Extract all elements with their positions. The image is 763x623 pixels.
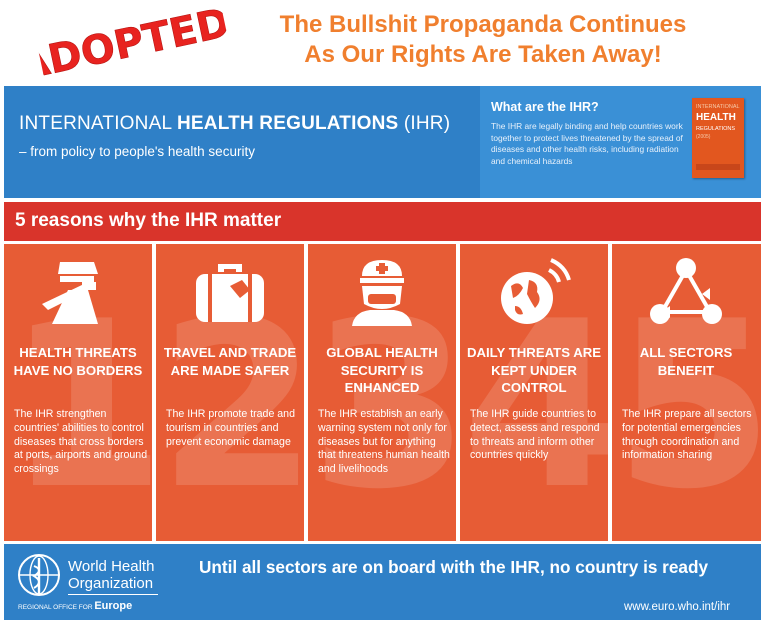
reason-title: GLOBAL HEALTH SECURITY IS ENHANCED xyxy=(326,345,438,395)
health-worker-icon xyxy=(308,254,456,328)
who-name: World Health Organization xyxy=(68,558,154,592)
reason-text: The IHR guide countries to detect, asses… xyxy=(470,408,600,462)
reason-text: The IHR establish an early warning syste… xyxy=(318,408,450,476)
reason-title: ALL SECTORS BENEFIT xyxy=(639,345,733,378)
who-name-line-1: World Health xyxy=(68,558,155,575)
book-line-2: HEALTH xyxy=(696,112,736,123)
reason-text: The IHR prepare all sectors for potentia… xyxy=(622,408,752,462)
reason-title: TRAVEL AND TRADE ARE MADE SAFER xyxy=(163,345,297,378)
adopted-stamp: ADOPTED! xyxy=(14,0,253,93)
reason-number: 1 xyxy=(6,273,152,540)
region-prefix: REGIONAL OFFICE FOR xyxy=(18,604,95,611)
footer-url[interactable]: www.euro.who.int/ihr xyxy=(624,601,731,613)
headline: The Bullshit Propaganda Continues As Our… xyxy=(228,10,738,70)
what-title: What are the IHR? xyxy=(491,100,599,114)
who-region: REGIONAL OFFICE FOR Europe xyxy=(18,600,132,612)
ihr-title-block: INTERNATIONAL HEALTH REGULATIONS (IHR) –… xyxy=(4,86,479,198)
reason-panel-4: 4 DAILY THREATS ARE KEPT UNDER CONTROL T… xyxy=(460,244,608,541)
ihr-book-cover: INTERNATIONAL HEALTH REGULATIONS (2005) xyxy=(692,98,744,178)
headline-line-1: The Bullshit Propaganda Continues xyxy=(279,11,687,38)
reason-number: 5 xyxy=(614,273,761,540)
reasons-title: 5 reasons why the IHR matter xyxy=(15,210,282,231)
book-stripe xyxy=(696,164,740,170)
reason-number: 3 xyxy=(310,273,456,540)
reasons-bar: 5 reasons why the IHR matter xyxy=(4,202,761,241)
reason-panel-5: 5 ALL SECTORS BENEFIT The IHR prepare al… xyxy=(612,244,761,541)
reason-title: HEALTH THREATS HAVE NO BORDERS xyxy=(13,345,143,378)
book-line-1: INTERNATIONAL xyxy=(696,104,740,110)
book-line-4: (2005) xyxy=(696,134,711,140)
footer: World Health Organization REGIONAL OFFIC… xyxy=(4,544,761,620)
reason-number: 4 xyxy=(462,273,608,540)
ihr-title-bold: HEALTH REGULATIONS xyxy=(176,113,399,134)
book-line-3: REGULATIONS xyxy=(696,126,736,132)
reason-number: 2 xyxy=(158,273,304,540)
what-are-ihr-box: What are the IHR? The IHR are legally bi… xyxy=(480,86,761,198)
headline-line-2: As Our Rights Are Taken Away! xyxy=(304,41,662,68)
ihr-subtitle: – from policy to people's health securit… xyxy=(19,144,255,159)
ihr-title-suffix: (IHR) xyxy=(398,113,451,134)
who-divider xyxy=(68,594,158,595)
who-emblem-icon xyxy=(16,552,62,598)
reason-panel-1: 1 HEALTH THREATS HAVE NO BORDERS The IHR… xyxy=(4,244,152,541)
region-name: Europe xyxy=(94,600,133,612)
stamp-text: ADOPTED! xyxy=(33,0,231,90)
reason-panel-3: 3 GLOBAL HEALTH SECURITY IS ENHANCED The… xyxy=(308,244,456,541)
network-triangle-icon xyxy=(612,254,760,328)
ihr-header: INTERNATIONAL HEALTH REGULATIONS (IHR) –… xyxy=(4,86,761,198)
who-name-line-2: Organization xyxy=(68,575,154,592)
reason-text: The IHR strengthen countries' abilities … xyxy=(14,408,148,476)
reason-panel-2: 2 TRAVEL AND TRADE ARE MADE SAFER The IH… xyxy=(156,244,304,541)
reason-text: The IHR promote trade and tourism in cou… xyxy=(166,408,295,448)
ihr-title: INTERNATIONAL HEALTH REGULATIONS (IHR) xyxy=(19,113,450,135)
reason-title: DAILY THREATS ARE KEPT UNDER CONTROL xyxy=(466,345,602,395)
suitcase-icon xyxy=(156,254,304,328)
ihr-title-plain: INTERNATIONAL xyxy=(19,113,177,134)
globe-signal-icon xyxy=(460,254,608,328)
what-text: The IHR are legally binding and help cou… xyxy=(491,121,683,166)
officer-icon xyxy=(4,254,152,328)
footer-slogan: Until all sectors are on board with the … xyxy=(199,557,709,577)
